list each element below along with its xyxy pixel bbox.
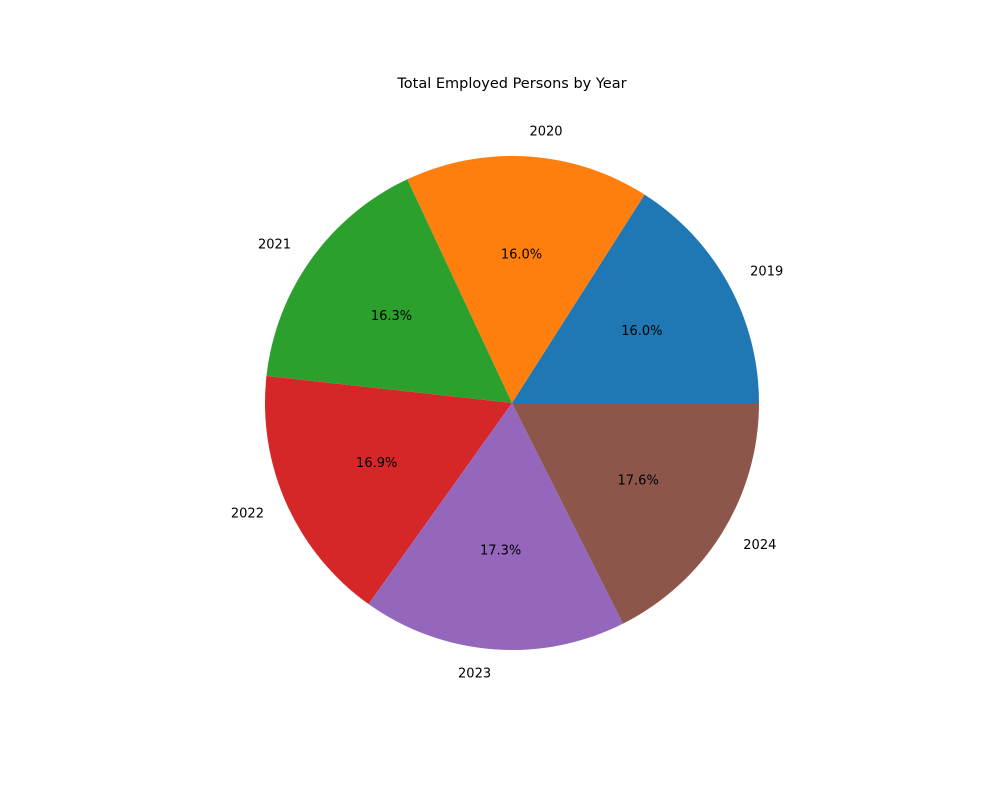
pie-slice-2022: [265, 375, 512, 605]
pie-slices: [265, 155, 759, 650]
chart-title: Total Employed Persons by Year: [396, 76, 626, 92]
slice-category-label: 2024: [743, 538, 776, 553]
slice-category-label: 2023: [458, 666, 491, 681]
slice-percent-label: 17.3%: [480, 543, 521, 558]
slice-percent-label: 16.9%: [356, 456, 397, 471]
slice-category-label: 2021: [258, 237, 291, 252]
slice-percent-label: 16.3%: [371, 309, 412, 324]
slice-category-label: 2020: [529, 124, 562, 139]
slice-category-label: 2022: [231, 506, 264, 521]
pie-slice-2024: [512, 403, 759, 624]
slice-percent-label: 16.0%: [501, 248, 542, 263]
pie-slice-2021: [266, 179, 512, 403]
pie-slice-2019: [512, 194, 759, 403]
slice-percent-label: 17.6%: [618, 473, 659, 488]
pie-slice-2020: [407, 155, 645, 403]
pie-labels: 2019 16.0% 2020 16.0% 2021 16.3% 2022 16.9% 2023…: [231, 124, 783, 681]
slice-percent-label: 16.0%: [621, 324, 662, 339]
slice-category-label: 2019: [750, 265, 783, 280]
pie-slice-2023: [368, 403, 623, 650]
